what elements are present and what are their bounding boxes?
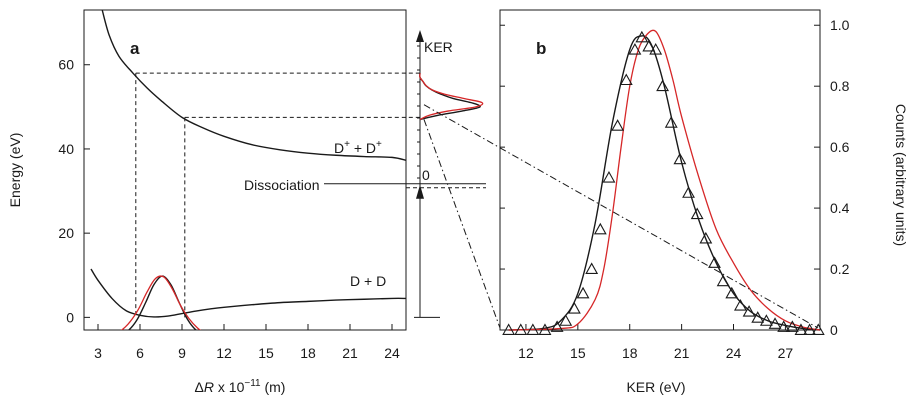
x-tick-label: 24 — [384, 345, 400, 361]
x-tick-label: 15 — [258, 345, 274, 361]
data-point-triangle — [593, 222, 607, 235]
data-point-triangle — [585, 262, 599, 274]
x-tick-label: 9 — [178, 345, 186, 361]
y-tick-label: 0.6 — [830, 139, 850, 155]
data-point-triangle — [759, 314, 773, 326]
panel-b-letter: b — [536, 39, 546, 58]
data-point-triangle — [699, 231, 713, 244]
y-tick-label: 0.2 — [830, 261, 850, 277]
panel-a-y-axis-label: Energy (eV) — [7, 133, 23, 208]
y-tick-label: 40 — [58, 141, 74, 157]
x-tick-label: 15 — [570, 345, 586, 361]
series-line — [120, 275, 201, 330]
panel-b-x-ticks: 12 15 18 21 24 27 — [518, 324, 793, 361]
y-tick-label: 1.0 — [830, 17, 850, 33]
dissociation-arrowhead — [416, 184, 424, 199]
panel-a-frame — [83, 9, 407, 331]
series-line — [101, 10, 406, 162]
data-point-triangle — [502, 323, 516, 335]
panel-b-x-axis-label: KER (eV) — [626, 379, 685, 395]
ker-zero-label: 0 — [422, 167, 430, 183]
data-point-triangle — [716, 274, 730, 287]
panel-a-x-axis-label: ΔR x 10−11 (m) — [195, 378, 286, 395]
data-point-triangle — [742, 305, 756, 317]
dissociation-label: Dissociation — [244, 177, 319, 193]
data-point-triangle — [768, 317, 782, 329]
data-point-triangle — [656, 79, 670, 92]
ker-distribution-red — [419, 73, 484, 121]
data-point-triangle — [811, 323, 825, 335]
x-tick-label: 18 — [622, 345, 638, 361]
x-tick-label: 21 — [342, 345, 358, 361]
data-point-triangle — [664, 116, 678, 128]
data-point-triangle — [526, 323, 540, 335]
connector-to-b-left — [423, 119, 501, 329]
upper-state-label: D+ + D+ — [334, 139, 382, 156]
data-point-triangle — [673, 152, 687, 165]
data-point-triangle — [611, 119, 625, 131]
panel-b-y-axis-label: Counts (arbitrary units) — [893, 104, 909, 246]
x-tick-label: 6 — [136, 345, 144, 361]
y-tick-label: 60 — [58, 57, 74, 73]
inset-to-b-connectors — [423, 104, 819, 329]
panel-b-frame — [499, 9, 821, 331]
y-tick-label: 20 — [58, 225, 74, 241]
data-point-triangle — [642, 39, 656, 52]
panel-a-y-ticks: 0 20 40 60 — [58, 57, 90, 325]
panel-a-x-ticks: 3 6 9 12 15 18 21 24 — [94, 324, 400, 361]
data-point-triangle — [514, 323, 528, 335]
data-point-triangle — [550, 320, 564, 332]
data-point-triangle — [682, 186, 695, 198]
y-tick-label: 0 — [830, 322, 838, 338]
data-point-triangle — [708, 256, 721, 268]
lower-state-label: D + D — [350, 273, 386, 289]
data-point-triangle — [733, 298, 747, 311]
data-point-triangle — [628, 42, 642, 55]
data-point-triangle — [538, 323, 552, 335]
data-point-triangle — [602, 170, 616, 183]
y-tick-label: 0.8 — [830, 78, 850, 94]
series-line — [508, 29, 821, 331]
y-tick-label: 0.4 — [830, 200, 850, 216]
data-point-triangle — [751, 311, 765, 323]
series-line — [90, 268, 406, 318]
data-point-triangle — [619, 73, 633, 86]
data-point-triangle — [576, 286, 590, 299]
panel-a-plot-area — [90, 10, 406, 330]
data-point-triangle — [649, 42, 663, 55]
data-point-triangle — [690, 207, 704, 220]
panel-a-letter: a — [130, 39, 140, 58]
ker-distribution-black — [419, 73, 481, 121]
panel-b-plot-area — [502, 29, 825, 335]
ker-axis-label: KER — [424, 39, 453, 55]
x-tick-label: 27 — [778, 345, 794, 361]
panel-a: a 3 6 9 12 15 18 21 24 0 20 40 60 ΔR x 10−11 (m) E… — [7, 9, 407, 395]
x-tick-label: 21 — [674, 345, 690, 361]
x-tick-label: 12 — [216, 345, 232, 361]
x-tick-label: 24 — [726, 345, 742, 361]
data-point-triangle — [777, 320, 791, 332]
data-point-triangle — [559, 314, 573, 326]
series-line — [508, 35, 821, 331]
panel-b: b 12 15 18 21 24 27 0 0.2 0.4 0.6 0.8 1.0 KER (eV)… — [499, 9, 909, 395]
ker-axis-arrowhead — [416, 30, 424, 42]
series-line — [127, 275, 198, 330]
panel-b-y-ticks: 0 0.2 0.4 0.6 0.8 1.0 — [500, 17, 850, 338]
data-point-triangle — [794, 323, 808, 335]
ker-inset: KER 0 — [414, 30, 484, 318]
connector-to-b-right — [423, 104, 819, 329]
data-point-triangle — [725, 286, 739, 299]
data-point-triangle — [803, 323, 817, 335]
x-tick-label: 18 — [300, 345, 316, 361]
x-tick-label: 12 — [518, 345, 534, 361]
y-tick-label: 0 — [66, 309, 74, 325]
data-point-triangle — [567, 302, 581, 314]
data-point-triangle — [635, 30, 649, 43]
x-tick-label: 3 — [94, 345, 102, 361]
data-point-triangle — [785, 320, 799, 332]
